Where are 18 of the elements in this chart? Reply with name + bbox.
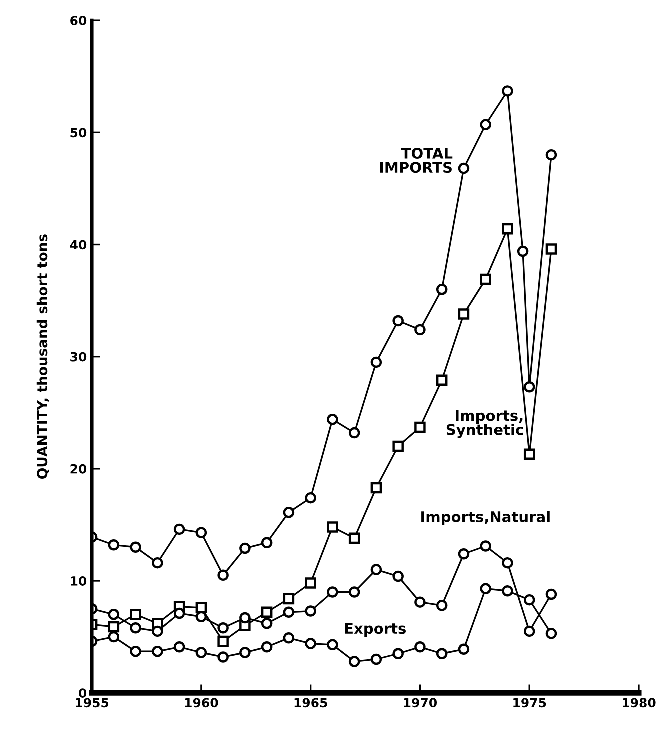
- y-tick-label: 60: [70, 16, 87, 26]
- y-tick-label: 10: [71, 576, 87, 586]
- series-label: Imports, Synthetic: [446, 410, 524, 438]
- x-tick-label: 1970: [404, 698, 438, 708]
- y-tick-label: 0: [79, 688, 87, 698]
- series-label: Imports,Natural: [422, 511, 550, 526]
- x-tick-label: 1975: [514, 698, 546, 708]
- y-tick-label: 20: [70, 464, 87, 474]
- x-tick-label: 1960: [185, 698, 218, 708]
- series-label: TOTAL IMPORTS: [380, 148, 453, 174]
- x-tick-label: 1980: [623, 698, 656, 708]
- series-label: Exports: [345, 623, 406, 637]
- y-axis-title: QUANTITY, thousand short tons: [36, 234, 50, 479]
- y-tick-label: 50: [70, 128, 87, 138]
- x-tick-label: 1965: [294, 698, 328, 708]
- x-tick-label: 1955: [76, 698, 109, 708]
- y-tick-label: 30: [70, 352, 87, 362]
- y-tick-label: 40: [70, 240, 87, 250]
